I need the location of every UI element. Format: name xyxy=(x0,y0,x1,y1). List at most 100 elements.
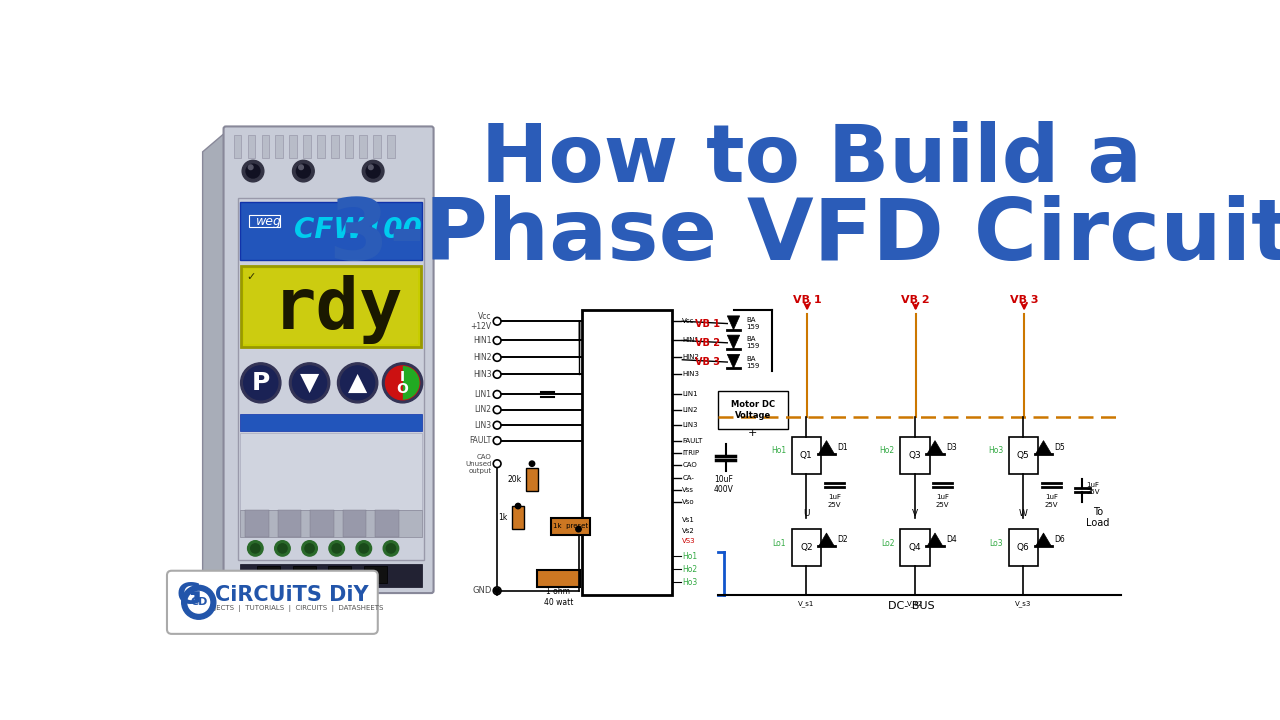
Text: 10uF
400V: 10uF 400V xyxy=(713,474,733,494)
Text: VB 1: VB 1 xyxy=(792,295,822,305)
Text: Vcc
+12V: Vcc +12V xyxy=(471,312,492,331)
Circle shape xyxy=(242,161,264,182)
Bar xyxy=(239,510,422,537)
Text: LIN3: LIN3 xyxy=(682,422,698,428)
Text: 3-Phase VFD Circuit: 3-Phase VFD Circuit xyxy=(329,195,1280,278)
Circle shape xyxy=(387,544,396,553)
Circle shape xyxy=(494,588,499,593)
Text: BA
159: BA 159 xyxy=(746,336,759,349)
Bar xyxy=(317,135,325,158)
Text: Lo3: Lo3 xyxy=(989,539,1004,547)
Text: P: P xyxy=(252,371,270,395)
Bar xyxy=(538,570,580,587)
Bar xyxy=(332,135,339,158)
Circle shape xyxy=(493,460,500,467)
Text: CAO
Unused
output: CAO Unused output xyxy=(466,454,492,474)
Text: PROJECTS  |  TUTORIALS  |  CIRCUITS  |  DATASHEETS: PROJECTS | TUTORIALS | CIRCUITS | DATASH… xyxy=(200,605,384,612)
Text: VB 2: VB 2 xyxy=(695,338,719,348)
Bar xyxy=(1009,437,1038,474)
Polygon shape xyxy=(819,441,835,454)
Bar xyxy=(244,269,419,343)
Bar xyxy=(239,414,422,431)
Bar xyxy=(293,566,316,583)
Bar xyxy=(242,266,421,346)
Circle shape xyxy=(516,503,521,509)
Text: 25V: 25V xyxy=(936,502,950,508)
Circle shape xyxy=(493,437,500,444)
Bar xyxy=(364,566,387,583)
Polygon shape xyxy=(819,533,835,546)
Text: BA
159: BA 159 xyxy=(746,317,759,330)
Text: W: W xyxy=(1019,509,1028,518)
Circle shape xyxy=(188,592,210,613)
Text: G: G xyxy=(177,581,201,610)
Text: Q2: Q2 xyxy=(800,543,813,552)
Circle shape xyxy=(247,541,264,556)
Text: Voltage: Voltage xyxy=(735,411,771,420)
Polygon shape xyxy=(927,533,943,546)
Text: Ho1: Ho1 xyxy=(771,446,786,455)
Text: Ho3: Ho3 xyxy=(682,577,698,587)
Text: LIN1: LIN1 xyxy=(475,390,492,399)
Text: D3: D3 xyxy=(946,443,956,452)
Bar xyxy=(239,202,422,260)
Bar xyxy=(582,310,672,595)
Polygon shape xyxy=(1036,441,1051,454)
Text: Vs2: Vs2 xyxy=(682,528,695,534)
Text: Q3: Q3 xyxy=(909,451,922,460)
Text: LIN2: LIN2 xyxy=(682,407,698,413)
Circle shape xyxy=(493,587,500,595)
Bar xyxy=(1009,529,1038,566)
Circle shape xyxy=(493,390,500,398)
Text: 1k  preset: 1k preset xyxy=(553,523,589,529)
Circle shape xyxy=(530,461,535,467)
Circle shape xyxy=(243,366,278,400)
Bar xyxy=(900,437,929,474)
Polygon shape xyxy=(727,316,740,330)
Bar xyxy=(360,135,367,158)
Text: D4: D4 xyxy=(946,536,956,544)
Text: Ho3: Ho3 xyxy=(988,446,1004,455)
Text: 1uF
25V: 1uF 25V xyxy=(1087,482,1100,495)
Text: +: + xyxy=(749,428,758,438)
Text: Vcc: Vcc xyxy=(682,318,695,324)
Text: ▲: ▲ xyxy=(348,371,367,395)
Bar xyxy=(261,135,269,158)
Text: DC- BUS: DC- BUS xyxy=(888,601,936,611)
Circle shape xyxy=(576,526,581,532)
Text: D5: D5 xyxy=(1055,443,1065,452)
Circle shape xyxy=(493,354,500,361)
Circle shape xyxy=(369,165,374,169)
Circle shape xyxy=(493,371,500,378)
Circle shape xyxy=(366,164,380,178)
Text: CA-: CA- xyxy=(682,474,694,480)
Text: O: O xyxy=(397,382,408,396)
Circle shape xyxy=(493,421,500,429)
Text: 1uF: 1uF xyxy=(936,494,950,500)
Circle shape xyxy=(383,541,398,556)
Circle shape xyxy=(248,165,253,169)
Circle shape xyxy=(362,161,384,182)
Text: HIN2: HIN2 xyxy=(474,353,492,362)
Bar xyxy=(250,215,280,228)
Text: 1uF: 1uF xyxy=(828,494,841,500)
Text: Ho2: Ho2 xyxy=(682,564,698,574)
Text: ✓: ✓ xyxy=(246,271,256,282)
Bar xyxy=(343,510,366,537)
Bar xyxy=(247,135,255,158)
Bar xyxy=(526,467,538,490)
Circle shape xyxy=(493,406,500,414)
Text: VS3: VS3 xyxy=(682,539,696,544)
Circle shape xyxy=(340,366,375,400)
Text: VB 1: VB 1 xyxy=(695,318,719,328)
FancyBboxPatch shape xyxy=(224,127,434,593)
Text: rdy: rdy xyxy=(273,275,403,344)
Text: LIN3: LIN3 xyxy=(475,420,492,430)
Text: Lo2: Lo2 xyxy=(881,539,895,547)
Text: VB 2: VB 2 xyxy=(901,295,931,305)
Circle shape xyxy=(493,337,500,344)
Text: CAO: CAO xyxy=(682,462,698,468)
Text: Vss: Vss xyxy=(682,487,694,493)
Bar xyxy=(791,437,820,474)
Bar xyxy=(275,135,283,158)
